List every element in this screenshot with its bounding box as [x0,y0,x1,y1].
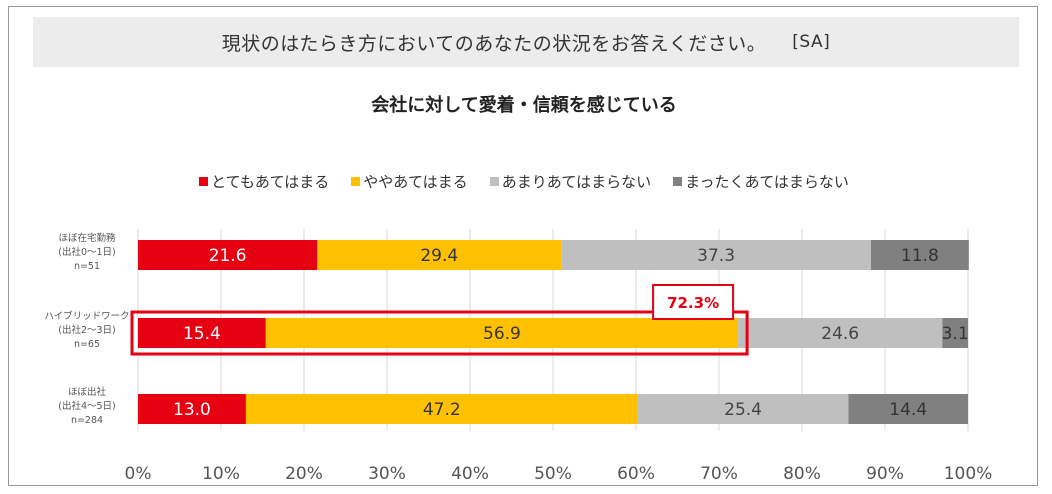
bar-segment [561,240,871,270]
legend-label: あまりあてはまらない [501,173,652,191]
category-label: ほぼ出社 [68,386,107,398]
legend-label: とてもあてはまる [211,173,330,191]
bar-segment [138,318,266,348]
category-label: n=51 [74,261,100,272]
x-tick-label: 70% [700,464,738,484]
category-label: n=65 [74,339,100,350]
stacked-bar-chart: 0% 10% 20% 30% 40% 50% 60% 70% 80% 90% 100% 21.6 29.… [44,229,993,484]
bar-value-label: 24.6 [821,324,859,344]
x-tick-label: 0% [125,464,152,484]
bar-segment [637,394,849,424]
bar-segment [848,394,968,424]
legend-swatch [199,177,209,186]
question-text: 現状のはたらき方においてのあなたの状況をお答えください。 [221,32,767,55]
bar-value-label: 21.6 [209,246,247,266]
legend-swatch [351,177,361,186]
category-label: (出社0～1日) [58,246,116,258]
legend-item: ややあてはまる [351,171,468,192]
x-tick-label: 100% [944,464,993,484]
bar-value-label: 15.4 [183,324,221,344]
question-type-tag: [SA] [792,32,831,52]
callout-label: 72.3% [667,294,719,312]
bar-segment [245,394,638,424]
legend-item: まったくあてはまらない [673,171,849,192]
bar-value-label: 25.4 [724,400,762,420]
x-tick-label: 80% [783,464,821,484]
bar-segment [942,318,968,348]
bar-value-label: 37.3 [697,246,735,266]
bar-segment [138,240,318,270]
x-tick-label: 40% [451,464,489,484]
bar-value-label: 11.8 [901,246,939,266]
x-tick-label: 20% [285,464,323,484]
x-tick-label: 90% [866,464,904,484]
bar-value-label: 13.0 [173,400,211,420]
bar-segment [138,394,246,424]
bar-segment [317,240,562,270]
bar-value-label: 47.2 [423,400,461,420]
bar-value-label: 3.1 [942,324,969,344]
x-tick-label: 50% [534,464,572,484]
category-label: (出社4～5日) [58,400,116,412]
legend-label: まったくあてはまらない [685,173,849,191]
legend-swatch [673,177,683,186]
category-label: ほぼ在宅勤務 [58,232,116,244]
x-tick-label: 30% [368,464,406,484]
bar-segment [870,240,969,270]
x-tick-label: 60% [617,464,655,484]
callout-box [652,284,735,320]
highlight-box [130,310,749,356]
legend-item: あまりあてはまらない [489,171,652,192]
question-header: 現状のはたらき方においてのあなたの状況をお答えください。 [SA] [33,17,1019,67]
category-label: (出社2～3日) [58,324,116,336]
chart-frame: 現状のはたらき方においてのあなたの状況をお答えください。 [SA] 会社に対して… [8,6,1038,486]
category-label: ハイブリッドワーク [44,310,129,322]
chart-title: 会社に対して愛着・信頼を感じている [371,95,677,116]
legend-label: ややあてはまる [363,173,468,191]
bar-segment [738,318,943,348]
category-label: n=284 [71,415,103,426]
x-tick-label: 10% [202,464,240,484]
legend-swatch [489,177,499,186]
bar-value-label: 56.9 [483,324,521,344]
legend: とてもあてはまる ややあてはまる あまりあてはまらない まったくあてはまらない [9,171,1039,192]
bar-segment [265,318,739,348]
bar-value-label: 29.4 [420,246,458,266]
bar-value-label: 14.4 [889,400,927,420]
legend-item: とてもあてはまる [199,171,329,192]
